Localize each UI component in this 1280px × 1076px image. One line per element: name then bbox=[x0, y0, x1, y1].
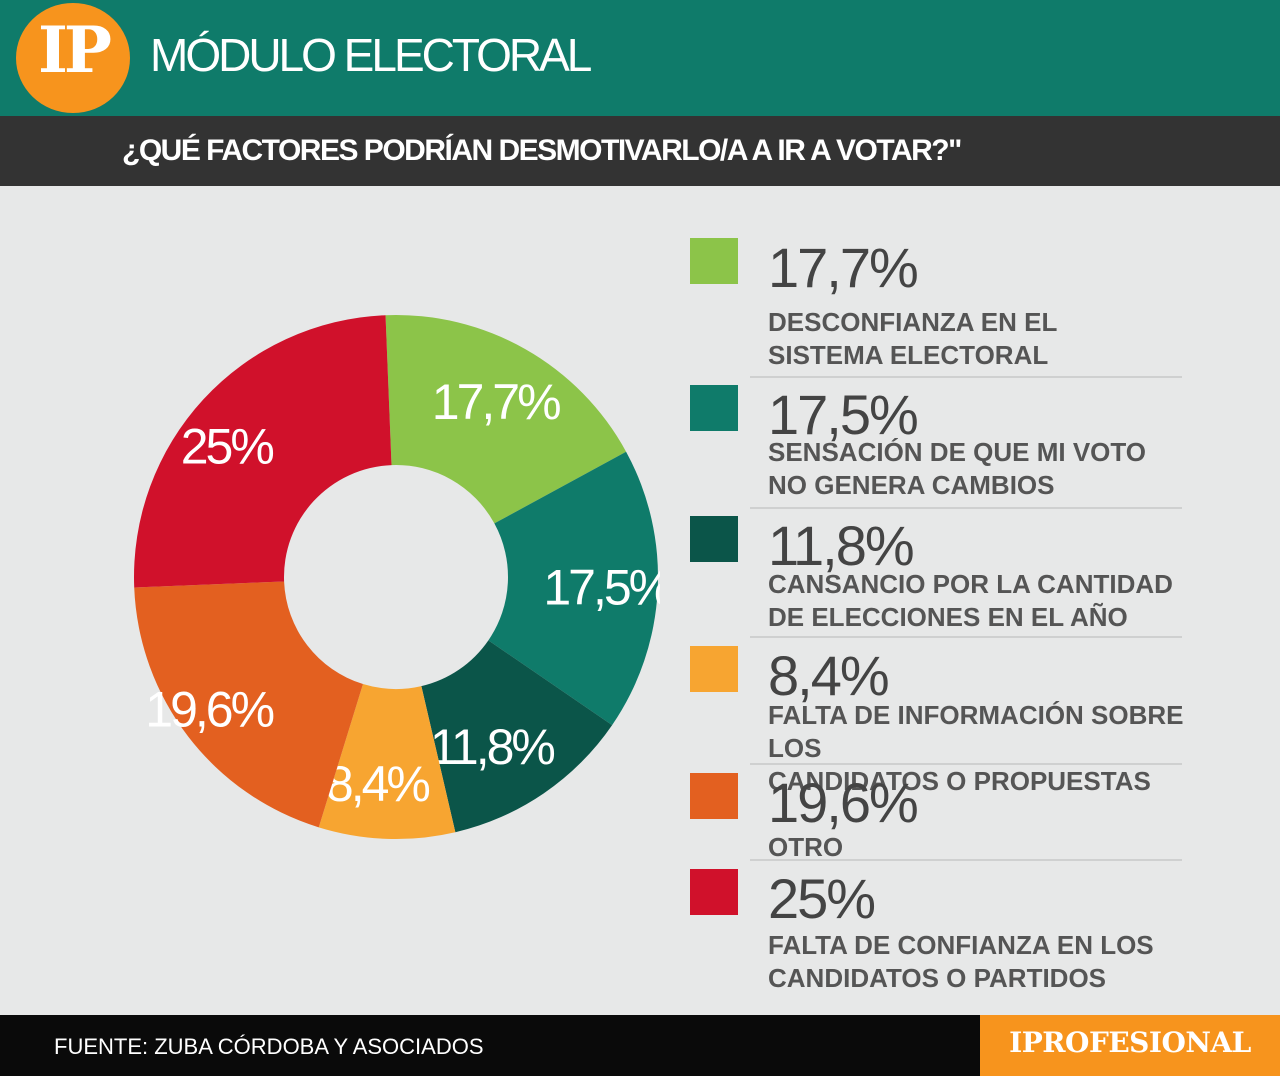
legend-swatch-1 bbox=[690, 238, 738, 284]
legend-label-5: OTRO bbox=[768, 831, 1238, 864]
donut-slice-1 bbox=[385, 315, 627, 524]
legend-label-2: SENSACIÓN DE QUE MI VOTO NO GENERA CAMBI… bbox=[768, 436, 1238, 502]
header-bar: IP MÓDULO ELECTORAL bbox=[0, 0, 1280, 116]
legend-value-3: 11,8% bbox=[768, 514, 915, 577]
legend-label-4-line1: FALTA DE INFORMACIÓN SOBRE LOS bbox=[768, 700, 1184, 763]
legend-value-6: 25% bbox=[768, 867, 876, 930]
legend-value-5: 19,6% bbox=[768, 771, 919, 834]
donut-slice-label-6: 25% bbox=[181, 419, 274, 475]
legend-label-3-line1: CANSANCIO POR LA CANTIDAD bbox=[768, 569, 1173, 599]
donut-slice-label-2: 17,5% bbox=[543, 559, 660, 615]
donut-slice-5 bbox=[134, 581, 363, 828]
logo-text: IP bbox=[37, 13, 112, 88]
legend-item-1: 17,7% DESCONFIANZA EN EL SISTEMA ELECTOR… bbox=[690, 238, 1230, 378]
chart-question: ¿QUÉ FACTORES PODRÍAN DESMOTIVARLO/A A I… bbox=[122, 134, 962, 167]
legend-swatch-6 bbox=[690, 869, 738, 915]
legend-item-4: 8,4% FALTA DE INFORMACIÓN SOBRE LOS CAND… bbox=[690, 644, 1230, 796]
legend-label-2-line1: SENSACIÓN DE QUE MI VOTO bbox=[768, 437, 1147, 467]
legend-label-6-line1: FALTA DE CONFIANZA EN LOS bbox=[768, 930, 1154, 960]
legend-label-6: FALTA DE CONFIANZA EN LOS CANDIDATOS O P… bbox=[768, 929, 1238, 995]
legend-divider bbox=[750, 507, 1182, 509]
legend-label-1-line2: SISTEMA ELECTORAL bbox=[768, 340, 1049, 370]
legend-item-5: 19,6% OTRO bbox=[690, 773, 1230, 863]
donut-slice-4 bbox=[318, 684, 456, 839]
legend-item-3: 11,8% CANSANCIO POR LA CANTIDAD DE ELECC… bbox=[690, 516, 1230, 636]
legend-value-1: 17,7% bbox=[768, 236, 919, 299]
legend-value-4: 8,4% bbox=[768, 644, 890, 707]
legend-label-6-line2: CANDIDATOS O PARTIDOS bbox=[768, 963, 1107, 993]
legend-divider bbox=[750, 763, 1182, 765]
ip-logo: IP bbox=[16, 3, 130, 113]
legend-divider bbox=[750, 636, 1182, 638]
legend-label-1: DESCONFIANZA EN EL SISTEMA ELECTORAL bbox=[768, 306, 1238, 372]
brand-box: IPROFESIONAL bbox=[980, 1015, 1280, 1076]
footer-bar: FUENTE: ZUBA CÓRDOBA Y ASOCIADOS IPROFES… bbox=[0, 1015, 1280, 1076]
legend-swatch-4 bbox=[690, 646, 738, 692]
legend-divider bbox=[750, 376, 1182, 378]
question-bar: ¿QUÉ FACTORES PODRÍAN DESMOTIVARLO/A A I… bbox=[0, 116, 1280, 186]
donut-slice-label-3: 11,8% bbox=[430, 719, 555, 775]
legend-label-1-line1: DESCONFIANZA EN EL bbox=[768, 307, 1058, 337]
legend-swatch-5 bbox=[690, 773, 738, 819]
source-credit: FUENTE: ZUBA CÓRDOBA Y ASOCIADOS bbox=[54, 1034, 484, 1059]
legend-item-6: 25% FALTA DE CONFIANZA EN LOS CANDIDATOS… bbox=[690, 869, 1230, 999]
donut-slice-2 bbox=[488, 451, 659, 726]
legend-swatch-2 bbox=[690, 385, 738, 431]
legend-label-2-line2: NO GENERA CAMBIOS bbox=[768, 470, 1055, 500]
module-title: MÓDULO ELECTORAL bbox=[150, 29, 592, 81]
legend-swatch-3 bbox=[690, 516, 738, 562]
donut-slice-label-5: 19,6% bbox=[145, 682, 273, 738]
legend-label-4: FALTA DE INFORMACIÓN SOBRE LOS CANDIDATO… bbox=[768, 699, 1238, 798]
legend-label-3-line2: DE ELECCIONES EN EL AÑO bbox=[768, 602, 1128, 632]
donut-chart: 17,7% 17,5% 11,8%8,4% 19,6% 25% bbox=[134, 315, 660, 839]
brand-logo: IPROFESIONAL bbox=[1009, 1026, 1251, 1059]
legend-value-2: 17,5% bbox=[768, 383, 919, 446]
donut-slice-label-1: 17,7% bbox=[432, 374, 560, 430]
donut-slice-6 bbox=[134, 315, 392, 588]
legend-item-2: 17,5% SENSACIÓN DE QUE MI VOTO NO GENERA… bbox=[690, 385, 1230, 505]
legend-divider bbox=[750, 859, 1182, 861]
donut-slice-label-4: 8,4% bbox=[326, 756, 430, 812]
donut-slice-3 bbox=[421, 640, 613, 833]
legend-label-3: CANSANCIO POR LA CANTIDAD DE ELECCIONES … bbox=[768, 568, 1238, 634]
legend-label-4-line2: CANDIDATOS O PROPUESTAS bbox=[768, 766, 1151, 796]
legend-label-5-line1: OTRO bbox=[768, 832, 844, 862]
